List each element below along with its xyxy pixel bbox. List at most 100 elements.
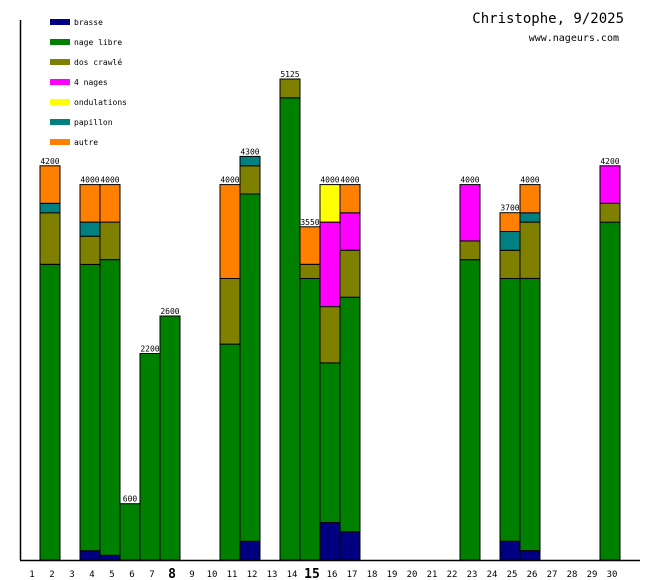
bar-segment [339, 296, 361, 533]
total-label: 5125 [280, 70, 299, 79]
bar-segment [239, 155, 261, 167]
x-tick-label: 5 [109, 570, 114, 580]
total-label: 3700 [500, 204, 519, 213]
x-tick-label: 11 [227, 570, 238, 580]
bars [39, 78, 621, 561]
bar-segment [239, 193, 261, 542]
x-tick-label: 24 [487, 570, 498, 580]
bar-segment [319, 522, 341, 561]
bar-segment [99, 221, 121, 261]
x-tick-label: 28 [567, 570, 578, 580]
bar-segment [519, 184, 541, 214]
bar-segment [99, 184, 121, 223]
bar-segment [139, 353, 161, 561]
x-tick-label: 2 [49, 570, 54, 580]
x-tick-label: 10 [207, 570, 218, 580]
bar-segment [319, 184, 341, 223]
bar-segment [339, 531, 361, 561]
x-tick-labels: 1 2 3 4 5 6 7 8 9 10 11 12 13 14 15 16 17 18 19 20 21 22 23 24 2… [29, 567, 617, 580]
total-label: 4000 [220, 176, 239, 185]
legend-swatch-5 [50, 119, 70, 125]
bar-segment [519, 221, 541, 279]
legend-label: nage libre [74, 38, 122, 47]
bar-segment [79, 550, 101, 561]
bar-segment [599, 202, 621, 223]
bar-segment [39, 202, 61, 214]
bar-segment [459, 240, 481, 261]
bar-segment [459, 259, 481, 561]
bar-segment [239, 540, 261, 561]
x-tick-label: 20 [407, 570, 418, 580]
x-tick-label: 21 [427, 570, 438, 580]
bar-segment [299, 277, 321, 561]
bar-segment [79, 263, 101, 552]
bar-segment [79, 184, 101, 223]
chart-title: Christophe, 9/2025 [472, 11, 624, 27]
bar-segment [99, 259, 121, 556]
bar-segment [499, 249, 521, 280]
bar-segment [279, 97, 301, 561]
legend-label: brasse [74, 18, 103, 27]
bar-segment [339, 249, 361, 298]
total-label: 4300 [240, 147, 259, 156]
x-tick-label: 4 [89, 570, 94, 580]
x-tick-label: 3 [69, 570, 74, 580]
x-tick-label: 19 [387, 570, 398, 580]
x-tick-label: 30 [607, 570, 618, 580]
bar-segment [319, 362, 341, 523]
bar-segment [299, 226, 321, 265]
bar-segment [299, 263, 321, 279]
total-label: 4200 [600, 157, 619, 166]
legend-swatch-4 [50, 99, 70, 105]
bar-segment [519, 212, 541, 223]
bar-segment [499, 212, 521, 232]
x-tick-label: 17 [347, 570, 358, 580]
bar-segment [319, 306, 341, 364]
x-tick-label: 7 [149, 570, 154, 580]
x-tick-label: 6 [129, 570, 134, 580]
bar-segment [519, 550, 541, 561]
legend-swatch-1 [50, 39, 70, 45]
legend-swatch-2 [50, 59, 70, 65]
total-label: 2600 [160, 307, 179, 316]
total-label: 2200 [140, 345, 159, 354]
bar-segment [319, 221, 341, 308]
bar-segment [99, 554, 121, 561]
x-tick-label: 14 [287, 570, 298, 580]
bar-segment [499, 540, 521, 561]
legend-label: 4 nages [74, 78, 108, 87]
x-tick-label: 16 [327, 570, 338, 580]
legend: brasse nage libre dos crawlé 4 nages ondulat… [50, 18, 127, 147]
bar-segment [219, 277, 241, 345]
total-label: 4000 [80, 176, 99, 185]
total-label: 4000 [340, 176, 359, 185]
bar-segment [39, 212, 61, 265]
bar-segment [459, 184, 481, 242]
bar-segment [279, 78, 301, 99]
x-tick-label: 13 [267, 570, 278, 580]
bar-segment [519, 277, 541, 552]
bar-segment [79, 221, 101, 237]
x-tick-label: 25 [507, 570, 518, 580]
total-label: 4000 [520, 176, 539, 185]
legend-label: autre [74, 138, 98, 147]
bar-segment [499, 231, 521, 251]
total-label: 4000 [320, 176, 339, 185]
bar-segment [239, 165, 261, 195]
bar-segment [219, 343, 241, 561]
x-tick-label: 22 [447, 570, 458, 580]
bar-segment [599, 165, 621, 204]
x-tick-label: 27 [547, 570, 558, 580]
legend-label: papillon [74, 118, 113, 127]
total-label: 3550 [300, 218, 319, 227]
total-label: 4000 [460, 176, 479, 185]
chart-subtitle: www.nageurs.com [529, 33, 619, 44]
legend-swatch-3 [50, 79, 70, 85]
bar-segment [339, 212, 361, 251]
bar-segment [339, 184, 361, 214]
total-label: 4200 [40, 157, 59, 166]
total-label: 4000 [100, 176, 119, 185]
total-label: 600 [123, 495, 138, 504]
